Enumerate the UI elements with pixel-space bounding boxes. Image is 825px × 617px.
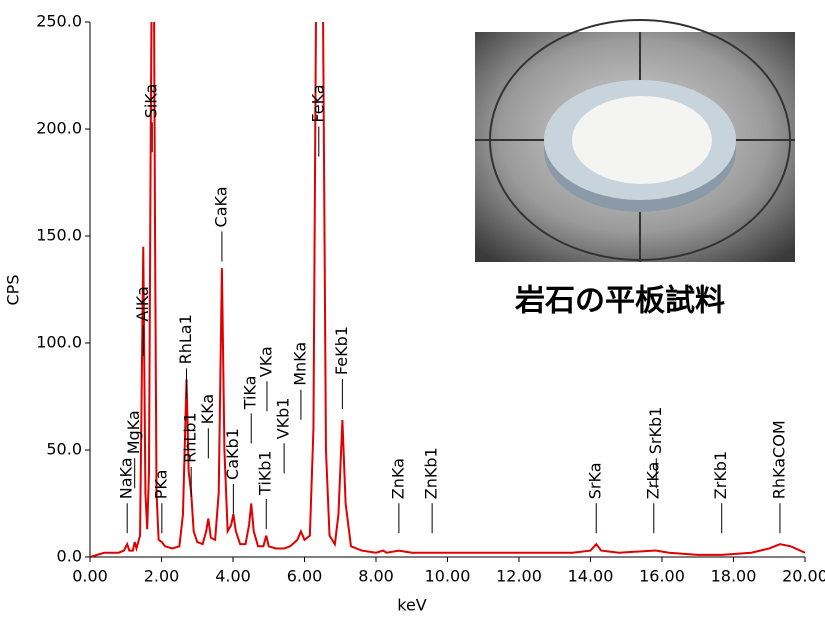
x-tick-label: 14.00	[568, 567, 614, 586]
photo	[475, 19, 795, 262]
peak-label: SiKa	[142, 84, 161, 119]
x-tick-label: 12.00	[496, 567, 542, 586]
peak-label: TiKa	[241, 376, 260, 411]
peak-label: ZnKa	[388, 458, 407, 499]
peak-label: PKa	[151, 470, 170, 500]
y-tick-label: 150.0	[36, 226, 82, 245]
x-axis-label: keV	[397, 596, 427, 615]
peak-label: ZrKa	[643, 462, 662, 500]
peak-label: FeKa	[308, 84, 327, 122]
peak-label: SrKb1	[646, 407, 665, 455]
x-tick-label: 8.00	[358, 567, 394, 586]
x-tick-label: 6.00	[287, 567, 323, 586]
peak-label: MgKa	[124, 410, 143, 454]
peak-label: ZrKb1	[711, 451, 730, 499]
x-tick-label: 0.00	[72, 567, 108, 586]
y-tick-label: 100.0	[36, 333, 82, 352]
y-tick-label: 250.0	[36, 12, 82, 31]
x-tick-label: 20.00	[782, 567, 825, 586]
y-tick-label: 0.0	[57, 547, 82, 566]
peak-label: SrKa	[586, 462, 605, 499]
peak-label: FeKb1	[332, 326, 351, 375]
x-tick-label: 4.00	[215, 567, 251, 586]
peak-label: RhKaCOM	[769, 420, 788, 499]
peak-label: RhLb1	[181, 412, 200, 463]
peak-label: VKb1	[274, 398, 293, 440]
x-tick-label: 2.00	[144, 567, 180, 586]
peak-label: NaKa	[117, 457, 136, 499]
peak-label: CaKb1	[223, 428, 242, 480]
spectrum-line	[90, 22, 805, 557]
photo-caption: 岩石の平板試料	[515, 284, 725, 319]
peak-label: RhLa1	[176, 314, 195, 364]
peak-label: ZnKb1	[422, 447, 441, 499]
peak-label: TiKb1	[256, 450, 275, 496]
peak-label: CaKa	[211, 186, 230, 227]
y-tick-label: 200.0	[36, 119, 82, 138]
peak-label: MnKa	[290, 342, 309, 386]
y-axis-label: CPS	[4, 275, 23, 306]
x-tick-label: 10.00	[425, 567, 471, 586]
peak-label: KKa	[198, 394, 217, 425]
peak-label: AlKa	[133, 286, 152, 321]
x-tick-label: 16.00	[639, 567, 685, 586]
peak-label: VKa	[256, 346, 275, 377]
x-tick-label: 18.00	[711, 567, 757, 586]
y-tick-label: 50.0	[46, 440, 82, 459]
